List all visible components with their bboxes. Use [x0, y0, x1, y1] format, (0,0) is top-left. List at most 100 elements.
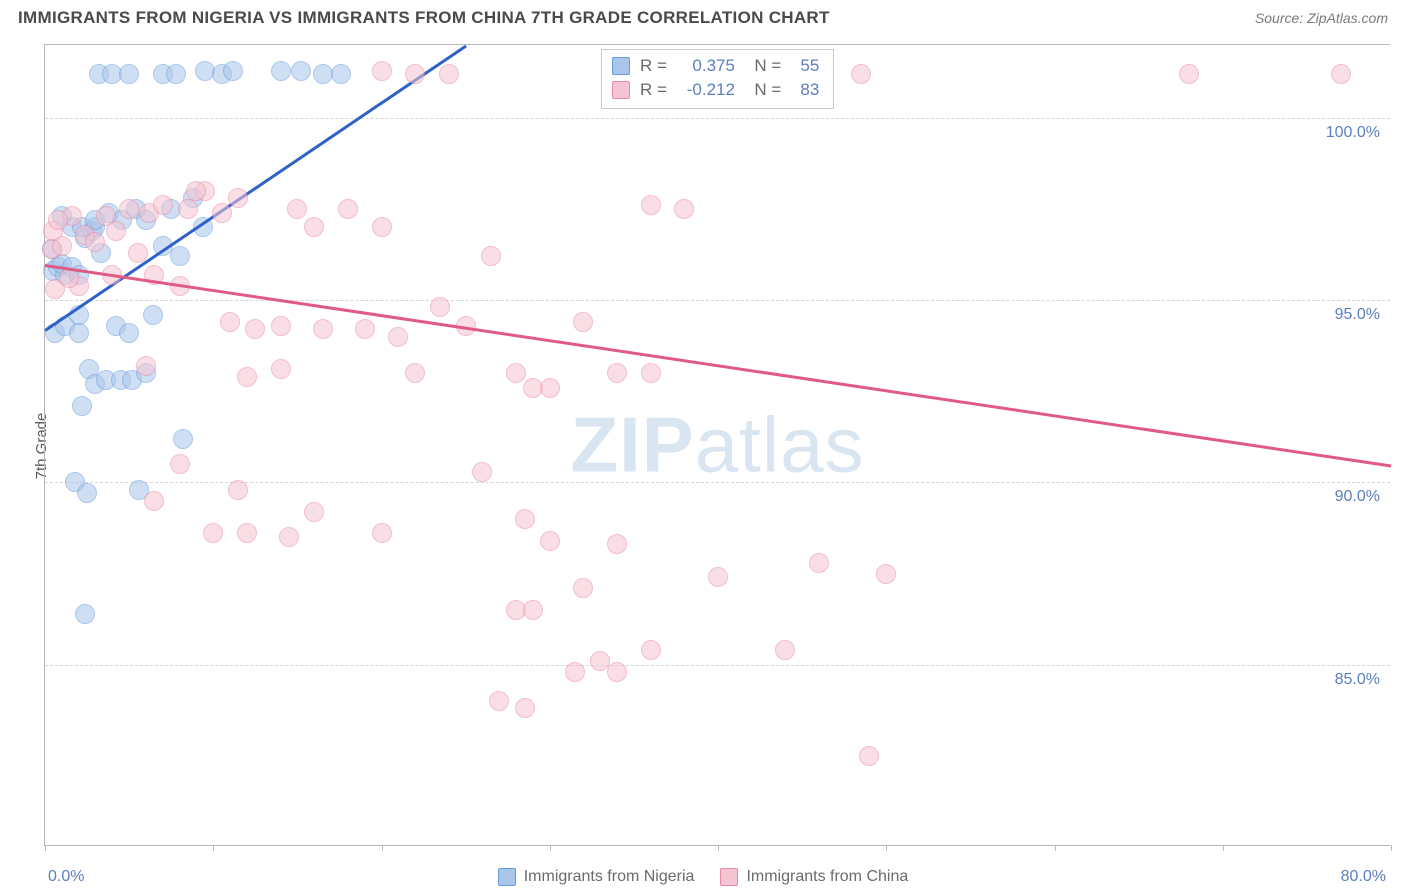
stats-r-value: 0.375: [677, 56, 735, 76]
stats-r-label: R =: [640, 56, 667, 76]
watermark-bold: ZIP: [570, 401, 694, 489]
scatter-point: [144, 491, 164, 511]
legend-item-china: Immigrants from China: [720, 868, 908, 886]
bottom-legend: Immigrants from Nigeria Immigrants from …: [0, 868, 1406, 886]
x-tick: [550, 845, 551, 851]
scatter-point: [372, 217, 392, 237]
scatter-point: [331, 64, 351, 84]
legend-label-china: Immigrants from China: [746, 868, 908, 886]
gridline-h: [45, 118, 1390, 119]
scatter-point: [271, 359, 291, 379]
scatter-point: [489, 691, 509, 711]
scatter-point: [775, 640, 795, 660]
scatter-point: [607, 534, 627, 554]
scatter-point: [72, 396, 92, 416]
stats-box: R =0.375 N =55R =-0.212 N =83: [601, 49, 834, 109]
scatter-point: [372, 523, 392, 543]
scatter-point: [228, 188, 248, 208]
scatter-point: [178, 199, 198, 219]
scatter-point: [287, 199, 307, 219]
x-tick: [45, 845, 46, 851]
scatter-point: [708, 567, 728, 587]
stats-n-value: 83: [791, 80, 819, 100]
scatter-point: [304, 217, 324, 237]
scatter-point: [515, 509, 535, 529]
scatter-point: [641, 640, 661, 660]
scatter-point: [186, 181, 206, 201]
scatter-point: [220, 312, 240, 332]
scatter-point: [565, 662, 585, 682]
x-tick: [1055, 845, 1056, 851]
scatter-point: [523, 600, 543, 620]
scatter-point: [69, 323, 89, 343]
scatter-point: [388, 327, 408, 347]
source-label: Source:: [1255, 10, 1303, 26]
y-tick-label: 85.0%: [1335, 671, 1380, 689]
scatter-point: [674, 199, 694, 219]
scatter-point: [143, 305, 163, 325]
scatter-point: [1331, 64, 1351, 84]
stats-r-value: -0.212: [677, 80, 735, 100]
scatter-point: [372, 61, 392, 81]
stats-n-label: N =: [745, 80, 781, 100]
scatter-point: [173, 429, 193, 449]
scatter-point: [75, 604, 95, 624]
scatter-point: [136, 356, 156, 376]
scatter-point: [439, 64, 459, 84]
scatter-point: [472, 462, 492, 482]
scatter-point: [128, 243, 148, 263]
scatter-point: [166, 64, 186, 84]
scatter-plot: ZIPatlas 85.0%90.0%95.0%100.0%R =0.375 N…: [45, 45, 1390, 845]
scatter-point: [223, 61, 243, 81]
scatter-point: [540, 378, 560, 398]
x-tick: [718, 845, 719, 851]
scatter-point: [573, 312, 593, 332]
source-attribution: Source: ZipAtlas.com: [1255, 10, 1388, 26]
stats-row: R =-0.212 N =83: [612, 78, 819, 102]
scatter-point: [405, 64, 425, 84]
scatter-point: [540, 531, 560, 551]
source-name: ZipAtlas.com: [1307, 10, 1388, 26]
scatter-point: [170, 246, 190, 266]
title-bar: IMMIGRANTS FROM NIGERIA VS IMMIGRANTS FR…: [0, 0, 1406, 34]
scatter-point: [48, 210, 68, 230]
scatter-point: [77, 483, 97, 503]
chart-plot-area: ZIPatlas 85.0%90.0%95.0%100.0%R =0.375 N…: [44, 44, 1390, 846]
trend-line: [45, 264, 1391, 467]
scatter-point: [271, 316, 291, 336]
scatter-point: [481, 246, 501, 266]
x-tick: [886, 845, 887, 851]
gridline-h: [45, 300, 1390, 301]
stats-n-value: 55: [791, 56, 819, 76]
scatter-point: [237, 523, 257, 543]
watermark: ZIPatlas: [570, 400, 864, 491]
scatter-point: [153, 195, 173, 215]
scatter-point: [119, 64, 139, 84]
scatter-point: [170, 454, 190, 474]
scatter-point: [859, 746, 879, 766]
watermark-light: atlas: [695, 401, 865, 489]
stats-n-label: N =: [745, 56, 781, 76]
scatter-point: [85, 232, 105, 252]
scatter-point: [573, 578, 593, 598]
scatter-point: [430, 297, 450, 317]
x-tick: [213, 845, 214, 851]
scatter-point: [271, 61, 291, 81]
stats-swatch: [612, 57, 630, 75]
scatter-point: [641, 195, 661, 215]
chart-title: IMMIGRANTS FROM NIGERIA VS IMMIGRANTS FR…: [18, 8, 830, 28]
stats-swatch: [612, 81, 630, 99]
x-tick: [1391, 845, 1392, 851]
scatter-point: [237, 367, 257, 387]
scatter-point: [279, 527, 299, 547]
y-tick-label: 90.0%: [1335, 488, 1380, 506]
scatter-point: [212, 203, 232, 223]
scatter-point: [1179, 64, 1199, 84]
scatter-point: [291, 61, 311, 81]
scatter-point: [515, 698, 535, 718]
scatter-point: [405, 363, 425, 383]
scatter-point: [59, 268, 79, 288]
scatter-point: [313, 319, 333, 339]
y-tick-label: 100.0%: [1326, 124, 1380, 142]
scatter-point: [313, 64, 333, 84]
